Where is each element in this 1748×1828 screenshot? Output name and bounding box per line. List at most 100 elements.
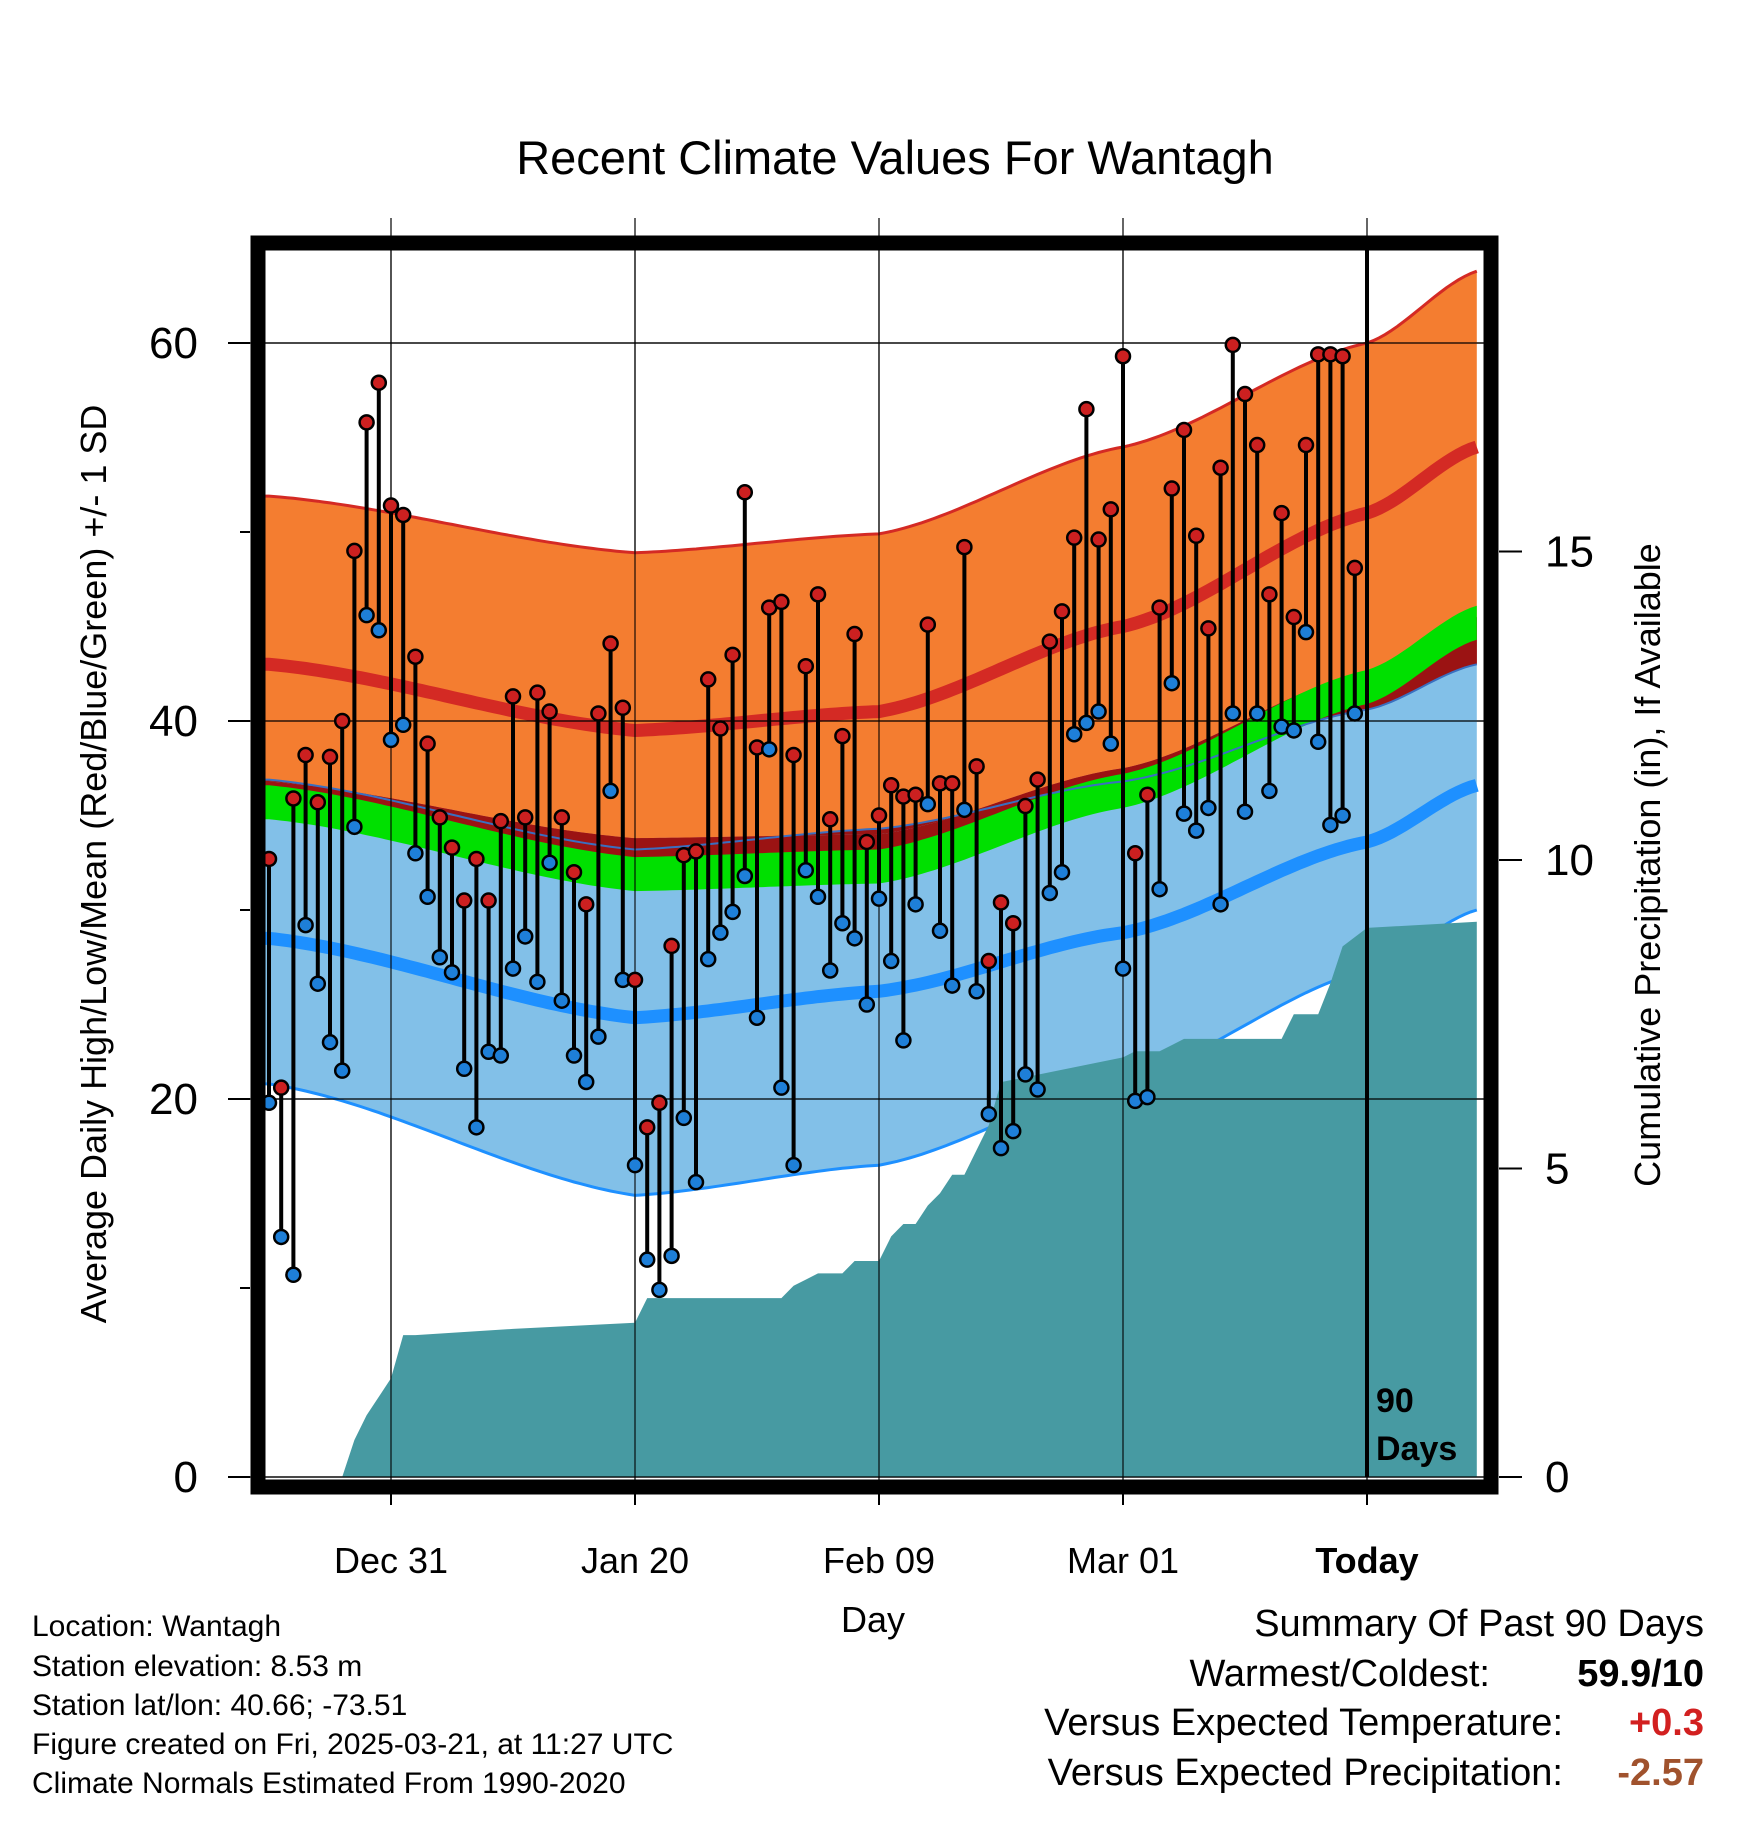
temp-value: +0.3 bbox=[1628, 1702, 1704, 1744]
daily-high-point bbox=[1334, 347, 1351, 365]
daily-high-point bbox=[346, 542, 363, 560]
daily-high-point bbox=[870, 807, 888, 824]
daily-high-point bbox=[321, 748, 339, 766]
daily-high-point bbox=[565, 863, 583, 881]
y2-tick-label: 0 bbox=[1545, 1453, 1569, 1502]
daily-low-point bbox=[529, 973, 546, 991]
daily-high-point bbox=[846, 625, 863, 643]
daily-low-point bbox=[419, 888, 436, 906]
daily-low-point bbox=[870, 890, 888, 907]
daily-high-point bbox=[333, 712, 351, 730]
plot-border bbox=[250, 235, 1499, 1495]
daily-low-point bbox=[1261, 782, 1278, 800]
daily-high-point bbox=[407, 648, 424, 665]
y-tick-label: 60 bbox=[149, 319, 198, 368]
daily-high-point bbox=[907, 786, 924, 803]
daily-low-point bbox=[590, 1028, 607, 1045]
chart-title: Recent Climate Values For Wantagh bbox=[516, 131, 1274, 184]
daily-low-point bbox=[1053, 863, 1071, 881]
daily-low-point bbox=[895, 1032, 912, 1049]
daily-low-point bbox=[272, 1228, 290, 1246]
x-tick-label: Mar 01 bbox=[1067, 1540, 1179, 1581]
daily-low-point bbox=[651, 1281, 668, 1299]
daily-high-point bbox=[651, 1094, 668, 1112]
daily-low-point bbox=[809, 888, 827, 906]
daily-low-point bbox=[821, 962, 839, 979]
daily-high-point bbox=[272, 1079, 290, 1096]
daily-low-point bbox=[1175, 805, 1193, 822]
daily-low-point bbox=[773, 1079, 790, 1096]
daily-low-point bbox=[919, 795, 937, 813]
y2-tick-label: 15 bbox=[1545, 528, 1594, 577]
daily-low-point bbox=[455, 1060, 473, 1078]
daily-low-point bbox=[1163, 674, 1181, 692]
daily-high-point bbox=[358, 414, 375, 431]
daily-high-point bbox=[370, 374, 388, 391]
daily-low-point bbox=[663, 1247, 680, 1265]
daily-high-point bbox=[1285, 608, 1303, 626]
daily-low-point bbox=[333, 1062, 351, 1079]
daily-high-point bbox=[1224, 336, 1242, 354]
daily-high-point bbox=[956, 538, 973, 556]
daily-high-point bbox=[858, 833, 876, 851]
daily-low-point bbox=[1212, 896, 1229, 913]
y-tick-label: 0 bbox=[174, 1453, 198, 1502]
daily-high-point bbox=[1053, 603, 1071, 620]
daily-low-point bbox=[1200, 799, 1217, 817]
y-tick-label: 20 bbox=[149, 1075, 198, 1124]
normal-bands bbox=[265, 269, 1479, 1197]
daily-high-point bbox=[712, 720, 729, 737]
daily-high-point bbox=[1029, 771, 1046, 788]
daily-high-point bbox=[468, 850, 485, 868]
daily-high-point bbox=[797, 657, 815, 675]
y-tick-label: 40 bbox=[149, 697, 198, 746]
high-sd-band bbox=[265, 271, 1477, 839]
daily-high-point bbox=[1139, 786, 1156, 803]
high-mean-line bbox=[265, 440, 1479, 738]
daily-high-point bbox=[663, 937, 680, 955]
daily-low-point bbox=[1236, 803, 1254, 820]
daily-low-point bbox=[602, 782, 619, 800]
daily-low-point bbox=[1334, 807, 1351, 824]
daily-high-point bbox=[1200, 620, 1217, 637]
daily-high-point bbox=[919, 616, 937, 633]
daily-high-point bbox=[1248, 436, 1266, 454]
daily-high-point bbox=[699, 671, 717, 688]
daily-high-point bbox=[809, 586, 827, 603]
temp-label: Versus Expected Temperature: bbox=[1044, 1702, 1563, 1744]
daily-low-point bbox=[431, 949, 449, 966]
precip-area bbox=[265, 921, 1477, 1477]
daily-low-point bbox=[1102, 735, 1120, 752]
daily-low-point bbox=[724, 903, 741, 921]
daily-low-point bbox=[638, 1251, 656, 1268]
daily-low-point bbox=[321, 1034, 339, 1051]
daily-high-point bbox=[1078, 400, 1095, 418]
daily-high-point bbox=[1261, 586, 1278, 603]
daily-low-point bbox=[1078, 714, 1095, 732]
axis-labels: 0 20 40 60 0 5 10 15 Dec 31 Jan 20 Feb 09 Mar 01 Tod… bbox=[73, 319, 1668, 1640]
daily-high-point bbox=[1114, 347, 1132, 365]
daily-high-point bbox=[1236, 385, 1254, 403]
daily-low-point bbox=[675, 1109, 693, 1127]
daily-low-point bbox=[1224, 705, 1242, 722]
today-marker-days: 90 bbox=[1376, 1382, 1414, 1420]
daily-low-point bbox=[1139, 1088, 1156, 1106]
daily-low-point bbox=[1090, 703, 1107, 720]
daily-high-point bbox=[943, 775, 961, 792]
daily-high-point bbox=[1017, 797, 1034, 815]
daily-low-point bbox=[931, 922, 949, 940]
daily-high-point bbox=[992, 894, 1010, 911]
daily-low-point bbox=[748, 1009, 766, 1026]
daily-low-point bbox=[504, 960, 522, 977]
daily-high-point bbox=[834, 727, 851, 745]
daily-low-point bbox=[407, 845, 424, 862]
precip-value: -2.57 bbox=[1617, 1752, 1704, 1794]
daily-low-point bbox=[492, 1047, 510, 1064]
daily-high-point bbox=[638, 1119, 656, 1136]
daily-high-point bbox=[297, 746, 314, 764]
gridlines-foreground bbox=[265, 250, 1484, 1478]
warmest-value: 59.9/10 bbox=[1577, 1653, 1704, 1695]
daily-high-point bbox=[590, 705, 607, 722]
daily-high-point bbox=[736, 484, 754, 501]
daily-high-point bbox=[614, 699, 632, 717]
